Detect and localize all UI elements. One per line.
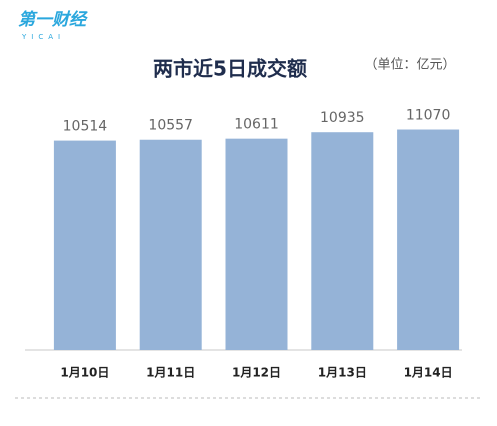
bar — [139, 139, 202, 350]
value-label: 10611 — [234, 117, 279, 133]
logo: 第一财经 — [18, 10, 88, 30]
logo-subtext: YICAI — [21, 33, 65, 41]
unit-note: （单位：亿元） — [364, 58, 455, 73]
x-tick-label: 1月14日 — [404, 366, 453, 380]
x-tick-label: 1月12日 — [232, 366, 281, 380]
x-tick-label: 1月10日 — [60, 366, 109, 380]
value-label: 11070 — [406, 108, 451, 124]
bar — [311, 132, 374, 350]
value-label: 10935 — [320, 110, 365, 126]
chart-title: 两市近5日成交额 — [153, 57, 307, 81]
value-label: 10557 — [148, 118, 193, 134]
x-tick-label: 1月11日 — [146, 366, 195, 380]
bar — [225, 138, 288, 350]
x-tick-label: 1月13日 — [318, 366, 367, 380]
bar — [53, 140, 116, 350]
value-label: 10514 — [63, 119, 108, 135]
bar — [397, 129, 460, 350]
